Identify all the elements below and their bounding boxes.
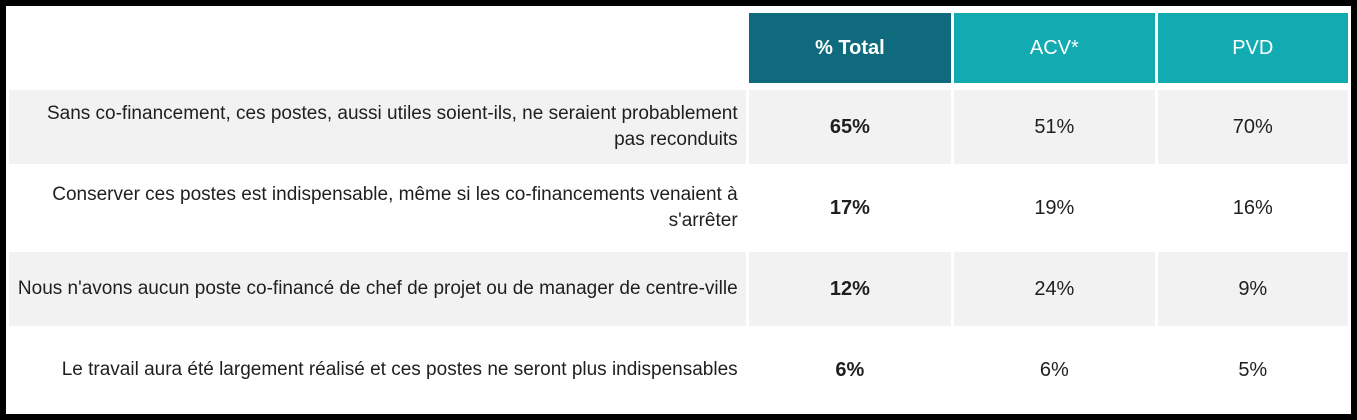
row-value-acv: 24% bbox=[954, 252, 1155, 326]
table-row-3: Nous n'avons aucun poste co-financé de c… bbox=[9, 252, 1348, 326]
row-value-pvd: 9% bbox=[1157, 252, 1348, 326]
column-header-acv: ACV* bbox=[954, 13, 1155, 83]
row-value-total: 6% bbox=[748, 333, 952, 407]
row-value-pvd: 16% bbox=[1157, 171, 1348, 245]
table-row-1: Sans co-financement, ces postes, aussi u… bbox=[9, 90, 1348, 164]
row-value-acv: 51% bbox=[954, 90, 1155, 164]
row-value-acv: 19% bbox=[954, 171, 1155, 245]
row-label: Conserver ces postes est indispensable, … bbox=[9, 171, 746, 245]
header-row: % Total ACV* PVD bbox=[9, 13, 1348, 83]
row-value-pvd: 5% bbox=[1157, 333, 1348, 407]
row-label: Sans co-financement, ces postes, aussi u… bbox=[9, 90, 746, 164]
row-value-total: 17% bbox=[748, 171, 952, 245]
column-header-pvd: PVD bbox=[1157, 13, 1348, 83]
row-value-total: 12% bbox=[748, 252, 952, 326]
row-label: Nous n'avons aucun poste co-financé de c… bbox=[9, 252, 746, 326]
row-value-pvd: 70% bbox=[1157, 90, 1348, 164]
row-label: Le travail aura été largement réalisé et… bbox=[9, 333, 746, 407]
table-row-4: Le travail aura été largement réalisé et… bbox=[9, 333, 1348, 407]
row-value-total: 65% bbox=[748, 90, 952, 164]
table-header: % Total ACV* PVD bbox=[9, 13, 1348, 83]
table-row-2: Conserver ces postes est indispensable, … bbox=[9, 171, 1348, 245]
empty-header-cell bbox=[9, 13, 746, 83]
column-header-total: % Total bbox=[748, 13, 952, 83]
table-body: Sans co-financement, ces postes, aussi u… bbox=[9, 90, 1348, 407]
survey-results-table: % Total ACV* PVD Sans co-financement, ce… bbox=[6, 6, 1351, 414]
row-value-acv: 6% bbox=[954, 333, 1155, 407]
